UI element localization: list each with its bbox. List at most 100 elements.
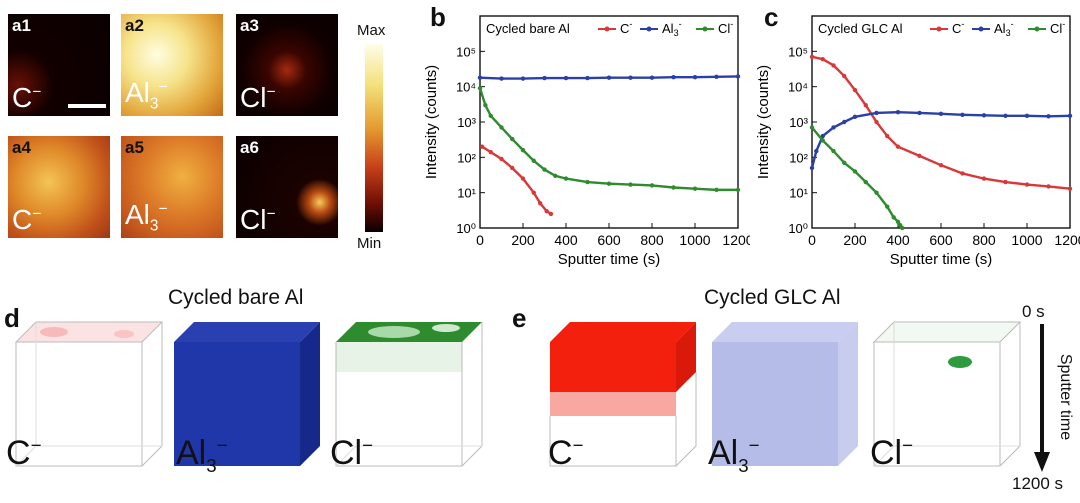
data-point: [938, 111, 944, 117]
data-point: [542, 167, 547, 172]
plot-frame: [811, 15, 1071, 229]
legend-label-1: Al3-: [994, 19, 1014, 38]
data-point: [499, 76, 504, 81]
y-tick-label: 10⁴: [788, 80, 808, 95]
data-point: [553, 173, 558, 179]
data-point: [842, 73, 847, 79]
data-point: [671, 185, 676, 190]
data-point: [960, 171, 965, 176]
x-tick-label: 600: [597, 232, 621, 248]
x-tick-label: 1000: [1011, 232, 1042, 248]
data-point: [1024, 182, 1030, 187]
cube-label-glc-cl: Cl−: [870, 434, 914, 472]
cube-label-glc-c: C−: [548, 434, 584, 472]
data-point: [981, 113, 987, 118]
y-tick-label: 10⁰: [456, 221, 476, 236]
map-tile-a1: a1 C−: [8, 14, 110, 116]
data-point: [900, 225, 905, 231]
data-point: [499, 125, 504, 130]
data-point: [483, 102, 488, 108]
data-point: [981, 176, 987, 181]
colorbar: [365, 44, 383, 232]
data-point: [692, 186, 698, 191]
data-point: [852, 87, 858, 93]
data-point: [885, 133, 890, 139]
data-point: [917, 110, 922, 116]
data-point: [544, 208, 549, 214]
cube-glc-c: [549, 322, 697, 467]
map-tile-a5: a5 Al3−: [121, 136, 223, 238]
map-ion-label: Al3−: [125, 199, 168, 235]
map-ion-label: C−: [12, 82, 42, 113]
data-point: [477, 75, 483, 80]
data-point: [628, 75, 633, 80]
data-point: [885, 204, 890, 209]
cube-label-bare-cl: Cl−: [330, 434, 374, 472]
y-axis-label: Intensity (counts): [755, 65, 772, 179]
data-point: [520, 76, 526, 81]
data-point: [606, 181, 612, 186]
data-point: [714, 74, 719, 80]
x-tick-label: 1200: [1054, 232, 1080, 248]
map-tile-a4: a4 C−: [8, 136, 110, 238]
data-point: [814, 148, 819, 154]
legend-marker: [1034, 26, 1040, 32]
x-tick-label: 1000: [679, 232, 710, 248]
chart-b: 0 200 400 600 800 1000 1200 10⁰ 10¹ 10² 10³ 10⁴ 10⁵ S…: [423, 15, 750, 268]
data-point: [895, 144, 901, 149]
x-tick-label: 200: [843, 232, 867, 248]
map-tile-a3: a3 Cl−: [236, 14, 338, 116]
chart-c: 0 200 400 600 800 1000 1200 10⁰ 10¹ 10² 10³ 10⁴ 10⁵ S…: [755, 15, 1080, 268]
data-point: [863, 102, 868, 108]
glc-cubes-title: Cycled GLC Al: [704, 286, 841, 309]
data-point: [917, 153, 922, 159]
map-ion-label: Cl−: [240, 204, 276, 235]
y-tick-label: 10³: [457, 115, 476, 130]
data-point: [735, 74, 741, 79]
cube-label-bare-c: C−: [6, 434, 42, 472]
data-point: [520, 176, 526, 181]
arrow-end-label: 1200 s: [1012, 474, 1064, 493]
data-point: [510, 165, 515, 171]
map-tag: a6: [240, 138, 259, 157]
cube-glc-cl: [872, 321, 1022, 467]
data-point: [606, 75, 612, 80]
chart-title: Cycled GLC Al: [818, 21, 903, 36]
data-point: [488, 149, 493, 155]
data-point: [714, 187, 719, 193]
data-point: [585, 75, 590, 81]
data-point: [874, 190, 879, 195]
data-point: [895, 109, 901, 115]
data-point: [960, 112, 965, 117]
legend-marker: [978, 26, 984, 32]
data-point: [477, 86, 483, 91]
y-axis-label: Intensity (counts): [423, 65, 440, 179]
data-point: [1046, 114, 1051, 119]
data-point: [809, 125, 815, 130]
y-tick-label: 10²: [789, 150, 808, 165]
chart-title: Cycled bare Al: [486, 21, 570, 36]
x-tick-label: 1200: [722, 232, 750, 248]
data-point: [649, 183, 655, 188]
y-tick-label: 10¹: [457, 186, 476, 201]
data-point: [488, 113, 493, 118]
map-ion-label: Al3−: [125, 77, 168, 113]
data-point: [842, 119, 847, 125]
data-point: [820, 56, 825, 62]
legend-label-0: C-: [620, 19, 632, 36]
cube-label-glc-al3: Al3−: [708, 434, 760, 476]
data-point: [499, 156, 504, 162]
map-ion-label: Cl−: [240, 82, 276, 113]
data-point: [1067, 113, 1073, 118]
series-line-1: [810, 110, 1071, 169]
data-point: [831, 125, 836, 130]
x-tick-label: 0: [476, 232, 484, 248]
map-tag: a4: [12, 138, 31, 157]
y-tick-label: 10²: [457, 150, 476, 165]
colorbar-min-label: Min: [357, 235, 382, 252]
arrow-start-label: 0 s: [1022, 302, 1045, 321]
map-tile-a6: a6 Cl−: [236, 136, 338, 238]
cube-label-bare-al3: Al3−: [176, 434, 228, 476]
cube-bare-cl: [335, 322, 483, 467]
x-tick-label: 400: [554, 232, 578, 248]
